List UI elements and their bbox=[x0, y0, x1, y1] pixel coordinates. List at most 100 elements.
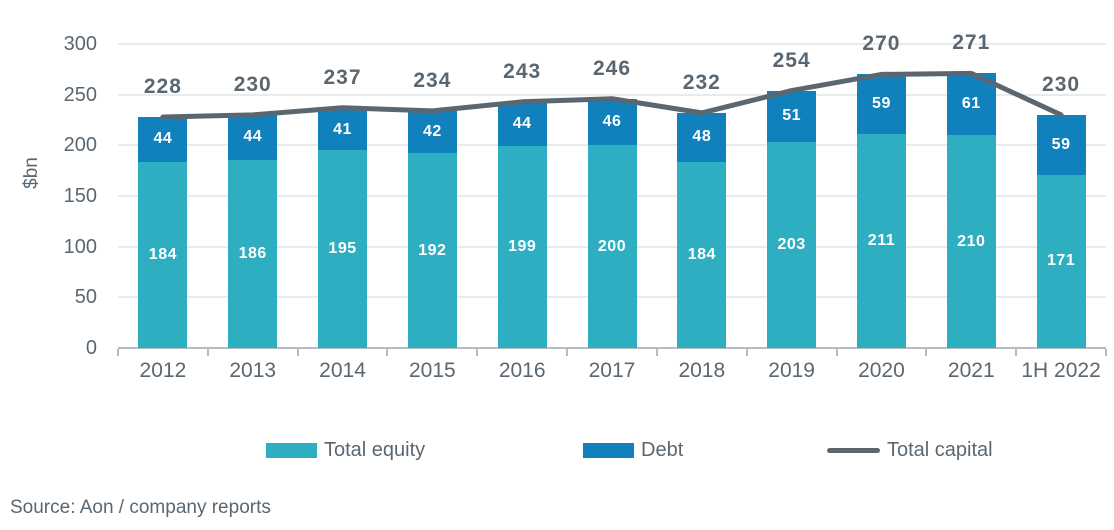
total-capital-value-label: 230 bbox=[1042, 72, 1081, 96]
total-capital-value-label: 243 bbox=[503, 59, 542, 83]
total-capital-value-label: 237 bbox=[323, 65, 362, 89]
bar-segment-total-equity bbox=[407, 153, 457, 348]
equity-value-label: 184 bbox=[148, 245, 178, 263]
x-axis-ticks: 2012 2013 2014 2015 2016 2017 2018 2019 2020 2021… bbox=[118, 358, 1106, 384]
bar-segment-total-equity bbox=[856, 134, 906, 348]
debt-value-label: 41 bbox=[333, 120, 352, 138]
total-equity-swatch-icon bbox=[266, 442, 317, 458]
x-axis-tick-mark bbox=[206, 349, 209, 356]
bar-segment-total-equity bbox=[677, 161, 727, 348]
y-tick-label: 150 bbox=[63, 185, 97, 207]
x-axis-tick-mark bbox=[566, 349, 569, 356]
equity-value-label: 203 bbox=[777, 236, 806, 254]
bar-segment-total-equity bbox=[138, 161, 188, 348]
bar-segment-total-equity bbox=[497, 146, 547, 348]
x-axis-tick-mark bbox=[925, 349, 928, 356]
legend-label-total-equity: Total equity bbox=[324, 438, 426, 461]
total-capital-line bbox=[160, 70, 1064, 120]
debt-value-label: 42 bbox=[422, 123, 442, 141]
bar-segment-debt bbox=[138, 116, 188, 162]
y-tick-label: 200 bbox=[63, 134, 97, 157]
total-capital-line-swatch-icon bbox=[827, 447, 880, 453]
equity-value-label: 211 bbox=[867, 232, 896, 250]
y-tick-label: 300 bbox=[63, 33, 97, 55]
x-tick-label: 2012 bbox=[139, 359, 187, 382]
bar-segment-debt bbox=[856, 74, 906, 135]
x-tick-label: 2019 bbox=[768, 359, 815, 382]
plot-area: 184 44 228 186 44 230 195 41 237 192 42 234 199 44 243… bbox=[117, 32, 1107, 356]
equity-value-label: 210 bbox=[957, 232, 986, 250]
bar-segment-debt bbox=[587, 98, 637, 146]
x-tick-label: 2013 bbox=[229, 359, 277, 382]
x-tick-label: 1H 2022 bbox=[1021, 359, 1101, 382]
bar-segment-total-equity bbox=[767, 142, 817, 348]
x-tick-label: 2021 bbox=[947, 359, 995, 382]
x-tick-label: 2015 bbox=[409, 359, 456, 382]
total-capital-polyline bbox=[160, 70, 1064, 120]
total-capital-value-label: 254 bbox=[772, 48, 811, 72]
x-axis-tick-mark bbox=[117, 349, 119, 356]
debt-value-label: 61 bbox=[961, 95, 981, 113]
debt-value-label: 59 bbox=[1051, 135, 1071, 153]
bar-segment-total-equity bbox=[228, 159, 278, 348]
total-capital-value-label: 246 bbox=[592, 56, 632, 80]
debt-value-label: 51 bbox=[782, 107, 802, 125]
equity-value-label: 184 bbox=[687, 245, 716, 263]
bar-segment-debt bbox=[767, 90, 817, 143]
x-axis-tick-mark bbox=[745, 349, 748, 356]
total-capital-value-label: 271 bbox=[952, 31, 991, 55]
equity-value-label: 186 bbox=[238, 244, 267, 262]
debt-value-label: 46 bbox=[602, 113, 622, 131]
debt-value-label: 44 bbox=[243, 128, 263, 146]
bar-segment-total-equity bbox=[318, 150, 368, 348]
debt-value-label: 59 bbox=[872, 95, 891, 113]
gridline-250 bbox=[118, 93, 1106, 96]
y-tick-label: 0 bbox=[85, 337, 97, 359]
legend-label-debt: Debt bbox=[641, 438, 684, 461]
legend-label-total-capital: Total capital bbox=[887, 438, 993, 461]
x-axis-tick-mark bbox=[476, 349, 479, 356]
equity-value-label: 192 bbox=[418, 241, 447, 259]
total-capital-value-label: 270 bbox=[862, 32, 901, 56]
debt-value-label: 44 bbox=[153, 130, 173, 148]
equity-value-label: 199 bbox=[508, 238, 537, 256]
x-tick-label: 2020 bbox=[858, 359, 905, 382]
x-axis-tick-mark bbox=[835, 349, 838, 356]
legend: Total equity Debt Total capital bbox=[0, 438, 1114, 462]
bar-segment-total-equity bbox=[1036, 174, 1086, 348]
y-tick-label: 100 bbox=[63, 235, 97, 258]
bar-segment-total-equity bbox=[587, 145, 637, 348]
x-axis-tick-mark bbox=[296, 349, 299, 356]
bar-segment-debt bbox=[228, 114, 278, 160]
equity-value-label: 195 bbox=[328, 240, 357, 258]
debt-value-label: 44 bbox=[512, 115, 532, 133]
source-text: Source: Aon / company reports bbox=[10, 497, 271, 518]
bar-segment-debt bbox=[407, 110, 457, 154]
y-tick-label: 250 bbox=[63, 83, 97, 106]
gridline-300 bbox=[118, 43, 1106, 45]
legend-item-total-capital: Total capital bbox=[827, 438, 993, 462]
total-capital-value-label: 234 bbox=[413, 68, 452, 92]
y-tick-label: 50 bbox=[74, 286, 97, 309]
equity-value-label: 171 bbox=[1046, 252, 1076, 270]
legend-item-debt: Debt bbox=[583, 438, 683, 462]
bar-segment-total-equity bbox=[946, 135, 996, 348]
debt-value-label: 48 bbox=[692, 128, 712, 146]
total-capital-value-label: 228 bbox=[143, 74, 182, 98]
x-axis-tick-mark bbox=[1105, 349, 1107, 356]
x-tick-label: 2017 bbox=[588, 359, 636, 382]
x-tick-label: 2014 bbox=[319, 359, 366, 382]
x-tick-label: 2016 bbox=[498, 359, 546, 382]
bar-segment-debt bbox=[677, 112, 727, 162]
x-axis-tick-mark bbox=[386, 349, 389, 356]
bar-segment-debt bbox=[1036, 114, 1086, 175]
total-capital-value-label: 230 bbox=[233, 72, 272, 96]
y-axis-ticks: 0 50 100 150 200 250 300 bbox=[0, 33, 97, 359]
debt-swatch-icon bbox=[583, 442, 634, 458]
bar-segment-debt bbox=[497, 101, 547, 147]
equity-value-label: 200 bbox=[597, 237, 627, 255]
x-tick-label: 2018 bbox=[678, 359, 726, 382]
x-axis-tick-mark bbox=[655, 349, 658, 356]
bar-segment-debt bbox=[318, 108, 368, 151]
